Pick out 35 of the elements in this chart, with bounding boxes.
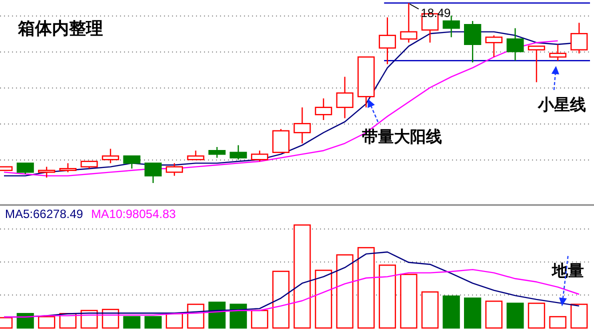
bar [549,316,566,329]
candlestick [549,44,566,62]
bar [314,270,332,329]
bar [336,254,354,329]
bar [294,224,311,329]
bar [358,247,375,329]
candlestick [294,106,311,144]
bar [16,312,34,329]
annotation: 带量大阳线 [362,128,442,146]
bar [570,304,588,329]
bar [421,291,439,329]
bar [123,316,140,329]
bar [230,304,247,329]
bar [166,312,183,329]
bar [378,264,396,329]
candlestick [378,16,396,65]
bar [506,302,524,329]
bar [208,302,226,329]
bar [464,298,482,329]
bar [400,274,418,329]
annotation: 小星线 [537,96,586,114]
candlestick [506,28,524,62]
candlestick [336,76,354,119]
bar [442,295,460,329]
bar [485,300,502,329]
bar [38,316,56,329]
bar [144,316,162,329]
annotation: 18.49 [420,6,452,20]
bar [528,302,546,329]
text: MA10:98054.83 [91,207,176,221]
annotation: 地量 [551,262,584,280]
text: 箱体内整理 [17,19,103,38]
bar [272,270,290,329]
bar [251,310,268,329]
text: MA5:66278.49 [5,207,84,221]
